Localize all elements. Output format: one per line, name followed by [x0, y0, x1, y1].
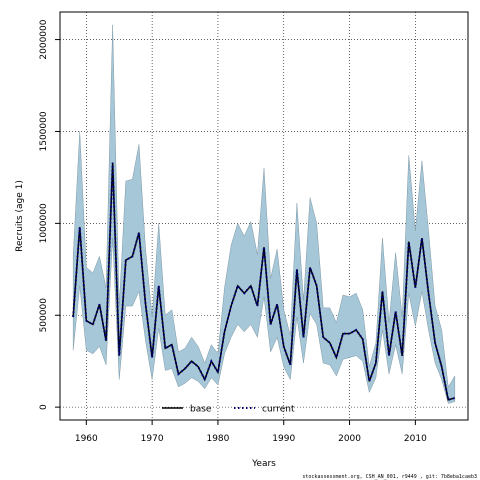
x-tick-label: 1960 [75, 434, 98, 444]
y-tick-label: 1000000 [39, 203, 49, 243]
y-tick-label: 0 [39, 404, 49, 410]
x-tick-label: 2000 [338, 434, 361, 444]
confidence-band [72, 24, 456, 404]
legend-current-label: current [262, 405, 295, 415]
x-axis: 1960 1970 1980 1990 2000 2010 [75, 420, 427, 444]
y-tick-label: 2000000 [39, 19, 49, 59]
base-line [72, 162, 456, 401]
plot-frame [59, 11, 469, 421]
x-axis-title: Years [251, 459, 276, 469]
x-tick-label: 1970 [141, 434, 164, 444]
y-axis: 0 500000 1000000 1500000 2000000 [39, 19, 60, 410]
legend-base-label: base [190, 405, 212, 415]
x-tick-label: 1990 [272, 434, 295, 444]
y-tick-label: 500000 [39, 298, 49, 333]
y-axis-title: Recruits (age 1) [15, 180, 25, 252]
x-tick-label: 1980 [206, 434, 229, 444]
footnote: stockassessment.org, CSH_AN_001, r9449 ,… [302, 474, 477, 480]
y-tick-label: 1500000 [39, 111, 49, 151]
legend: base current [162, 405, 295, 415]
x-tick-label: 2010 [404, 434, 427, 444]
